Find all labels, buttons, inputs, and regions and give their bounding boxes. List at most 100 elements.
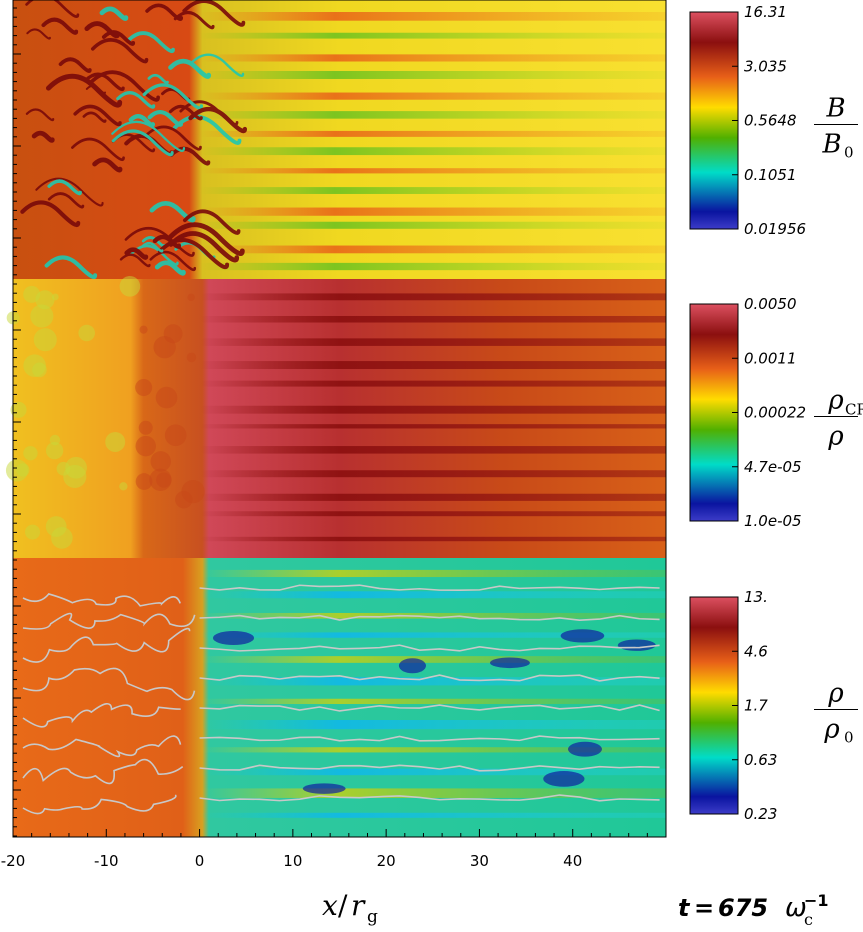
low-density-patch <box>560 629 605 643</box>
turbulent-filament <box>99 6 129 21</box>
turbulent-filament <box>147 73 169 85</box>
field-line <box>199 674 660 682</box>
density-stripe <box>199 656 667 663</box>
cr-stripe <box>199 446 667 454</box>
turbulent-filament <box>20 200 81 228</box>
quantity-numerator-sub: CR <box>845 401 863 419</box>
quantity-numerator: ρ <box>827 679 844 709</box>
field-stripe <box>199 92 667 100</box>
colorbar: 0.0050 0.0011 0.00022 4.7e-05 1.0e-05 ρ CRρ <box>689 295 863 530</box>
quantity-denominator: ρ <box>827 422 844 452</box>
turbulent-filament <box>126 31 175 54</box>
turbulent-filament <box>116 91 156 109</box>
density-stripe <box>199 612 667 619</box>
quantity-denominator: ρ <box>823 715 840 745</box>
cr-patch <box>45 441 64 460</box>
density-stripe <box>199 747 667 753</box>
quantity-denominator-sub: 0 <box>844 729 854 747</box>
field-line <box>199 735 660 742</box>
colorbar-tick-label: 0.00022 <box>744 404 806 422</box>
quantity-denominator: B <box>821 130 841 160</box>
field-stripe <box>199 187 667 194</box>
cr-patch <box>150 451 172 472</box>
cr-patch <box>35 290 55 310</box>
turbulent-filament <box>92 157 123 173</box>
turbulent-filament <box>173 11 215 30</box>
svg-text:x: x <box>322 889 338 922</box>
cr-patch <box>32 362 47 378</box>
svg-text:ω: ω <box>785 893 807 923</box>
x-tick-label: -10 <box>94 852 119 870</box>
field-line <box>199 614 660 622</box>
low-density-patch <box>568 741 602 757</box>
turbulent-filament <box>44 255 98 280</box>
density-stripe <box>199 768 667 776</box>
colorbar-gradient <box>689 303 739 522</box>
turbulent-filament <box>31 130 55 143</box>
turbulent-filament <box>128 114 156 128</box>
turbulent-filament <box>149 250 197 272</box>
field-stripe <box>199 262 667 271</box>
x-tick-label: 40 <box>563 852 582 870</box>
quantity-numerator: ρ <box>827 386 844 416</box>
turbulent-filament <box>85 84 107 95</box>
field-stripe <box>199 207 667 216</box>
turbulent-filament <box>168 104 203 121</box>
svg-text:c: c <box>804 910 813 929</box>
cr-patch <box>163 324 183 344</box>
x-tick-label: 10 <box>283 852 302 870</box>
turbulent-filament <box>168 222 245 257</box>
field-line <box>199 794 660 802</box>
turbulent-filament <box>141 241 164 253</box>
turbulent-filament <box>142 83 204 110</box>
cr-stripe <box>199 315 667 323</box>
cr-patch <box>119 276 141 297</box>
cr-patch <box>33 328 57 352</box>
x-axis: -20 -10 0 10 20 30 40 <box>1 829 667 870</box>
quantity-denominator-sub: 0 <box>844 144 854 162</box>
colorbar-tick-label: 0.5648 <box>744 112 797 130</box>
field-stripe <box>199 70 667 79</box>
turbulent-filament <box>168 231 240 263</box>
density-stripe <box>199 720 667 730</box>
colorbar-tick-label: 0.0050 <box>744 295 797 313</box>
cr-patch <box>181 479 205 504</box>
plot-frame <box>12 0 667 838</box>
field-stripe <box>199 245 667 254</box>
colorbar-tick-label: 4.6 <box>744 642 768 660</box>
cr-patch <box>187 293 195 302</box>
field-stripe <box>199 147 667 156</box>
density-stripe <box>199 632 667 638</box>
low-density-patch <box>212 630 255 646</box>
cr-stripe <box>199 493 667 501</box>
turbulent-filament <box>189 53 245 78</box>
cr-patch <box>135 379 153 397</box>
turbulent-filament <box>157 237 230 270</box>
turbulent-filament <box>25 0 80 18</box>
cr-patch <box>25 524 41 540</box>
colorbar-tick-label: 0.63 <box>744 751 777 769</box>
turbulent-filament <box>111 120 186 152</box>
field-line <box>22 735 182 758</box>
turbulent-filament <box>147 109 184 127</box>
colorbar-quantity-label: BB 0 <box>814 94 858 162</box>
cr-patch <box>30 304 54 328</box>
cr-patch <box>156 472 172 488</box>
x-tick-label: 0 <box>195 852 205 870</box>
turbulent-filament <box>35 177 104 207</box>
density-stripe <box>199 569 667 578</box>
turbulent-filament <box>58 57 92 73</box>
field-stripe <box>199 168 667 174</box>
turbulent-filament <box>26 28 51 40</box>
turbulent-filament <box>172 114 242 145</box>
turbulent-filament <box>119 253 151 268</box>
svg-text:t: t <box>678 894 691 922</box>
cr-stripe <box>199 338 667 346</box>
cr-stripe <box>199 511 667 517</box>
cr-patch <box>119 482 128 491</box>
svg-text:r: r <box>351 889 366 922</box>
turbulent-filament <box>83 72 125 92</box>
field-stripe <box>199 130 667 137</box>
density-stripe <box>199 698 667 705</box>
